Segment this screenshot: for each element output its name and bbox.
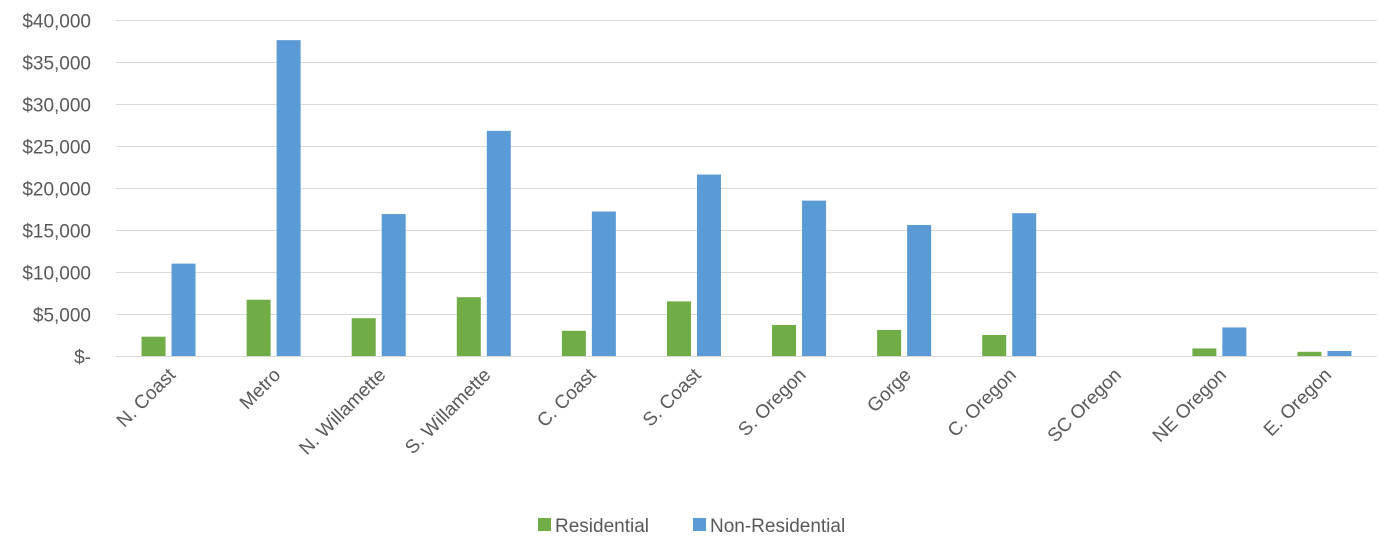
bar-residential-gorge — [877, 329, 902, 356]
bar-non-residential-s-coast — [696, 174, 721, 356]
bar-non-residential-s-willamette — [486, 130, 511, 356]
bar-residential-metro — [246, 299, 271, 356]
x-tick-label: S. Coast — [639, 364, 706, 431]
bar-non-residential-gorge — [907, 224, 932, 356]
legend-label-non-residential: Non-Residential — [710, 516, 845, 537]
legend-swatch-residential — [538, 518, 551, 531]
y-tick-label: $- — [74, 348, 91, 369]
bar-non-residential-ne-oregon — [1222, 327, 1247, 356]
y-tick-label: $30,000 — [22, 96, 91, 117]
x-tick-label: E. Oregon — [1260, 365, 1336, 441]
bar-residential-c-coast — [561, 330, 586, 356]
x-tick-label: C. Coast — [533, 364, 601, 432]
x-tick-label: N. Coast — [113, 364, 181, 432]
bar-residential-s-coast — [666, 301, 691, 356]
x-tick-label: S. Willamette — [401, 365, 495, 459]
bar-non-residential-metro — [276, 40, 301, 356]
bar-non-residential-n-willamette — [381, 214, 406, 356]
bar-residential-s-willamette — [456, 297, 481, 356]
bar-residential-s-oregon — [772, 324, 797, 356]
bar-non-residential-s-oregon — [802, 200, 827, 356]
bar-non-residential-n-coast — [171, 263, 196, 356]
bars — [141, 40, 1352, 356]
x-tick-label: Metro — [236, 365, 285, 414]
y-tick-label: $20,000 — [22, 180, 91, 201]
bar-non-residential-e-oregon — [1327, 350, 1352, 356]
bar-residential-ne-oregon — [1192, 348, 1217, 356]
x-tick-label: SC Oregon — [1044, 365, 1126, 447]
y-tick-label: $15,000 — [22, 222, 91, 243]
gridlines — [116, 20, 1377, 357]
legend-label-residential: Residential — [555, 516, 649, 537]
x-tick-label: S. Oregon — [734, 365, 810, 441]
y-tick-label: $10,000 — [22, 264, 91, 285]
bar-residential-n-willamette — [351, 318, 376, 356]
bar-residential-n-coast — [141, 336, 166, 356]
y-tick-label: $5,000 — [33, 306, 91, 327]
x-tick-label: N. Willamette — [296, 365, 391, 460]
bar-residential-c-oregon — [982, 335, 1007, 356]
x-tick-label: C. Oregon — [944, 365, 1021, 442]
bar-residential-e-oregon — [1297, 351, 1322, 356]
legend: Residential Non-Residential — [538, 516, 845, 537]
x-tick-label: Gorge — [863, 365, 915, 417]
bar-non-residential-c-coast — [591, 211, 616, 356]
y-tick-label: $25,000 — [22, 138, 91, 159]
x-axis: N. Coast Metro N. Willamette S. Willamette C… — [113, 364, 1336, 459]
y-tick-label: $40,000 — [22, 12, 91, 33]
bar-non-residential-c-oregon — [1012, 213, 1037, 356]
legend-swatch-non-residential — [693, 518, 706, 531]
y-axis: $- $5,000 $10,000 $15,000 $20,000 $25,000 $30,… — [22, 12, 91, 369]
y-tick-label: $35,000 — [22, 54, 91, 75]
x-tick-label: NE Oregon — [1149, 365, 1231, 447]
